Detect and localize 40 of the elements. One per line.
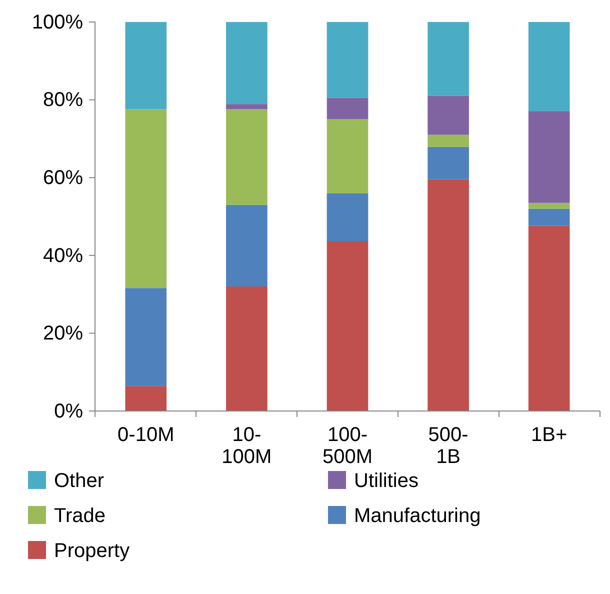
bar (226, 109, 268, 205)
bar (428, 134, 469, 147)
y-tick-label: 100% (32, 11, 84, 34)
bar (226, 22, 268, 104)
bar (528, 111, 570, 203)
legend-label: Other (54, 470, 104, 492)
bar (125, 22, 167, 110)
bar (428, 96, 469, 135)
bar (125, 288, 167, 386)
bar (528, 226, 570, 411)
bar (226, 286, 268, 411)
legend-label: Utilities (354, 470, 418, 492)
x-tick-label: 1B+ (531, 424, 568, 446)
bar (226, 204, 268, 287)
bar (428, 179, 469, 411)
legend-label: Property (54, 540, 130, 562)
y-tick-label: 40% (42, 244, 84, 267)
bar (125, 386, 167, 411)
legend-label: Manufacturing (354, 505, 481, 527)
bar (428, 22, 469, 96)
x-tick-label: 10- 100M (222, 424, 272, 468)
x-tick-label: 500- 1B (428, 424, 468, 468)
bar (326, 193, 368, 242)
y-tick-label: 0% (54, 400, 84, 422)
x-tick-label: 100- 500M (322, 424, 373, 468)
bar (326, 119, 368, 194)
bar (528, 202, 570, 209)
legend-label: Trade (54, 505, 106, 527)
bar (326, 241, 368, 411)
y-tick-label: 80% (42, 89, 84, 112)
bar (326, 98, 368, 120)
y-tick-label: 60% (42, 167, 84, 189)
bar (428, 146, 469, 180)
bar (226, 104, 268, 110)
bar (125, 109, 167, 288)
y-tick-label: 20% (42, 322, 84, 345)
bar (528, 22, 570, 112)
x-tick-label: 0-10M (118, 424, 174, 446)
bar (326, 22, 368, 98)
bar (528, 208, 570, 226)
